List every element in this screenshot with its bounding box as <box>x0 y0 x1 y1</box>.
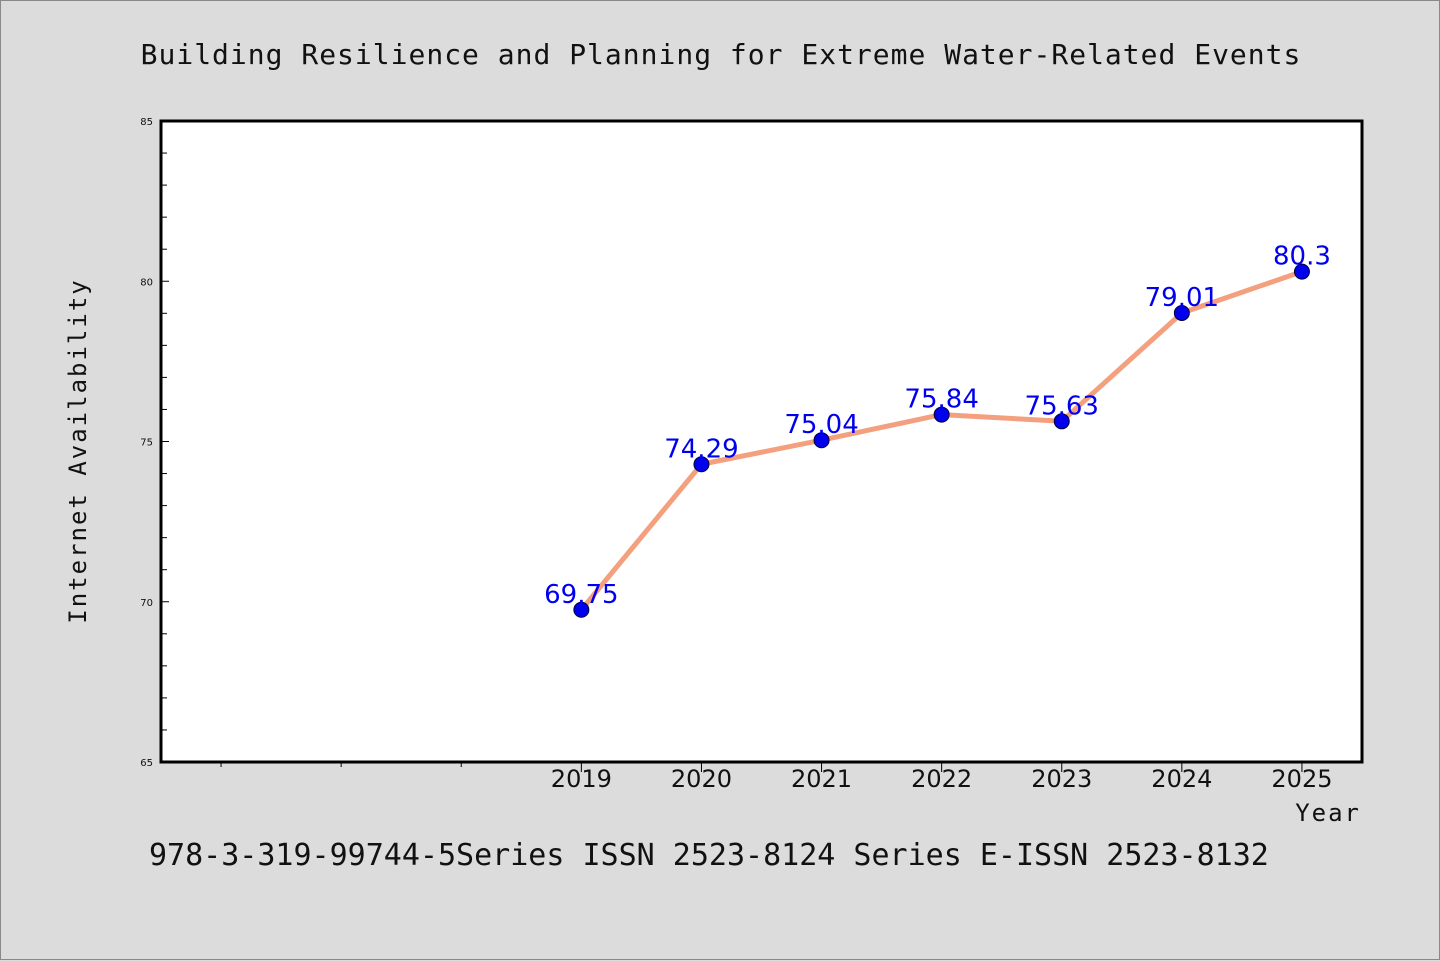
data-point <box>573 601 590 618</box>
data-point <box>1293 263 1310 280</box>
data-label: 69.75 <box>544 580 618 610</box>
y-tick-label: 85 <box>140 117 153 128</box>
series-layer: 69.75 74.29 75.04 75.84 75.63 79.01 80.3 <box>544 242 1331 618</box>
x-tick-label: 2019 <box>551 765 612 793</box>
y-tick-label: 80 <box>140 277 153 288</box>
x-tick-label: 2024 <box>1151 765 1212 793</box>
x-axis-label: Year <box>1295 799 1361 827</box>
data-label: 75.63 <box>1025 391 1099 421</box>
data-point <box>813 432 830 449</box>
footer-text: 978-3-319-99744-5Series ISSN 2523-8124 S… <box>149 838 1269 873</box>
data-label: 80.3 <box>1273 242 1331 272</box>
data-point <box>693 456 710 473</box>
y-tick-label: 75 <box>140 438 153 449</box>
data-label: 74.29 <box>664 434 738 464</box>
x-tick-label: 2021 <box>791 765 852 793</box>
data-label: 75.84 <box>904 385 978 415</box>
x-tick-label: 2022 <box>911 765 972 793</box>
data-point <box>1053 413 1070 430</box>
data-point <box>933 406 950 423</box>
y-tick-label: 65 <box>140 758 153 769</box>
data-point <box>1173 304 1190 321</box>
y-axis-ticks: 65 70 75 80 85 <box>140 117 169 769</box>
x-tick-label: 2025 <box>1271 765 1332 793</box>
plot-area <box>159 119 1364 764</box>
x-tick-label: 2023 <box>1031 765 1092 793</box>
data-label: 79.01 <box>1145 283 1219 313</box>
x-axis-ticks: 2019 2020 2021 2022 2023 2024 2025 <box>220 762 1332 793</box>
data-label: 75.04 <box>784 410 858 440</box>
y-axis-label: Internet Availability <box>64 278 92 623</box>
chart-title: Building Resilience and Planning for Ext… <box>141 38 1302 71</box>
y-tick-label: 70 <box>140 598 153 609</box>
x-tick-label: 2020 <box>671 765 732 793</box>
